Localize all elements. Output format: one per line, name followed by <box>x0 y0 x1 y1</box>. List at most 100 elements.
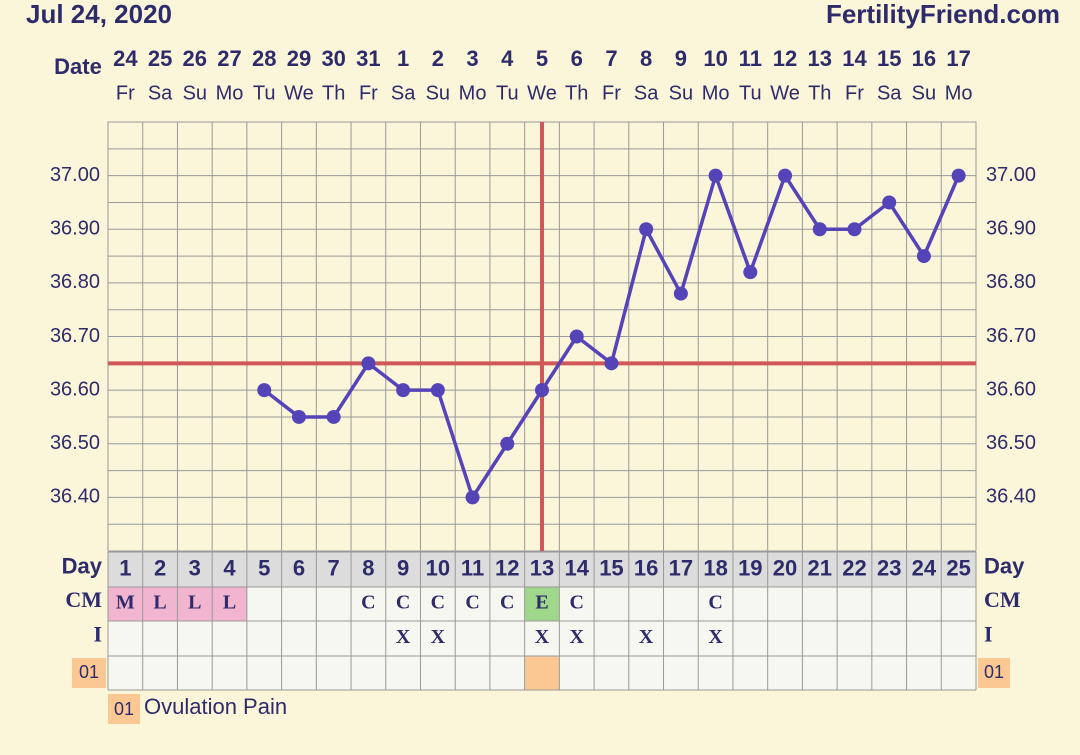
day-number: 13 <box>530 555 554 580</box>
day-number: 23 <box>877 555 901 580</box>
day-number: 3 <box>189 555 201 580</box>
y-tick-label-right: 37.00 <box>986 164 1036 186</box>
date-number: 6 <box>571 46 583 71</box>
weekday: Mo <box>702 82 730 104</box>
day-number: 12 <box>495 555 519 580</box>
y-tick-label-right: 36.50 <box>986 432 1036 454</box>
temperature-point <box>847 222 862 237</box>
row-code-box <box>72 658 106 688</box>
day-number: 7 <box>328 555 340 580</box>
date-number: 3 <box>466 46 478 71</box>
site-name: FertilityFriend.com <box>826 0 1060 29</box>
weekday: We <box>770 82 800 104</box>
weekday: Tu <box>253 82 276 104</box>
day-number: 17 <box>669 555 693 580</box>
day-number: 15 <box>599 555 623 580</box>
weekday: Fr <box>116 82 135 104</box>
day-number: 1 <box>119 555 131 580</box>
weekday: Fr <box>602 82 621 104</box>
weekday: Mo <box>945 82 973 104</box>
cm-cell: C <box>708 592 722 614</box>
day-number: 8 <box>362 555 374 580</box>
weekday: Th <box>565 82 588 104</box>
date-number: 26 <box>183 46 207 71</box>
date-number: 15 <box>877 46 901 71</box>
y-tick-label: 36.70 <box>50 325 100 347</box>
intercourse-cell: X <box>431 626 446 648</box>
weekday: We <box>527 82 557 104</box>
y-tick-label-right: 36.80 <box>986 271 1036 293</box>
cm-cell: C <box>396 592 410 614</box>
day-number: 9 <box>397 555 409 580</box>
temperature-point <box>604 356 619 371</box>
weekday: Tu <box>496 82 519 104</box>
weekday: Th <box>808 82 831 104</box>
day-number: 5 <box>258 555 270 580</box>
cm-cell-fill <box>524 587 560 621</box>
y-tick-label: 36.80 <box>50 271 100 293</box>
cm-cell: L <box>188 592 201 614</box>
temperature-point <box>396 383 411 398</box>
date-number: 13 <box>808 46 832 71</box>
date-number: 25 <box>148 46 172 71</box>
date-number: 30 <box>321 46 345 71</box>
temperature-point <box>500 436 515 451</box>
weekday: Su <box>426 82 450 104</box>
day-number: 22 <box>842 555 866 580</box>
temperature-point <box>569 329 584 344</box>
cm-cell: C <box>361 592 375 614</box>
weekday: We <box>284 82 314 104</box>
date-number: 16 <box>912 46 936 71</box>
day-number: 18 <box>703 555 727 580</box>
y-tick-label: 37.00 <box>50 164 100 186</box>
date-number: 5 <box>536 46 548 71</box>
temperature-point <box>812 222 827 237</box>
intercourse-cell: X <box>639 626 654 648</box>
cm-cell: C <box>431 592 445 614</box>
weekday: Su <box>183 82 207 104</box>
y-tick-label: 36.50 <box>50 432 100 454</box>
date-number: 4 <box>501 46 514 71</box>
weekday: Tu <box>739 82 762 104</box>
row-label-right: Day <box>984 553 1025 578</box>
legend-code: 01 <box>114 699 134 719</box>
y-tick-label: 36.40 <box>50 486 100 508</box>
cm-cell: C <box>500 592 514 614</box>
weekday: Mo <box>459 82 487 104</box>
date-number: 10 <box>703 46 727 71</box>
day-number: 14 <box>564 555 589 580</box>
temperature-point <box>326 409 341 424</box>
day-number: 24 <box>912 555 937 580</box>
day-number: 4 <box>223 555 236 580</box>
intercourse-cell: X <box>708 626 723 648</box>
temperature-point <box>291 409 306 424</box>
cm-cell: M <box>116 592 135 614</box>
cm-cell: L <box>223 592 236 614</box>
weekday: Th <box>322 82 345 104</box>
row-label: CM <box>65 587 102 612</box>
day-number: 10 <box>426 555 450 580</box>
row-label: Day <box>62 553 103 578</box>
date-number: 29 <box>287 46 311 71</box>
cm-cell: C <box>569 592 583 614</box>
date-number: 17 <box>946 46 970 71</box>
legend-text: Ovulation Pain <box>144 694 287 719</box>
cm-cell-fill <box>108 587 143 621</box>
date-number: 2 <box>432 46 444 71</box>
day-row <box>108 552 976 587</box>
temperature-point <box>257 383 272 398</box>
weekday: Su <box>669 82 693 104</box>
cm-cell-fill <box>212 587 247 621</box>
row-label-right: 01 <box>984 662 1004 682</box>
temperature-point <box>465 490 480 505</box>
row-code-box-right <box>978 658 1010 688</box>
temperature-point <box>361 356 376 371</box>
y-tick-label-right: 36.60 <box>986 378 1036 400</box>
date-number: 27 <box>217 46 241 71</box>
temperature-point <box>882 195 897 210</box>
temperature-point <box>430 383 445 398</box>
date-number: 9 <box>675 46 687 71</box>
weekday: Sa <box>148 82 173 104</box>
day-number: 20 <box>773 555 797 580</box>
